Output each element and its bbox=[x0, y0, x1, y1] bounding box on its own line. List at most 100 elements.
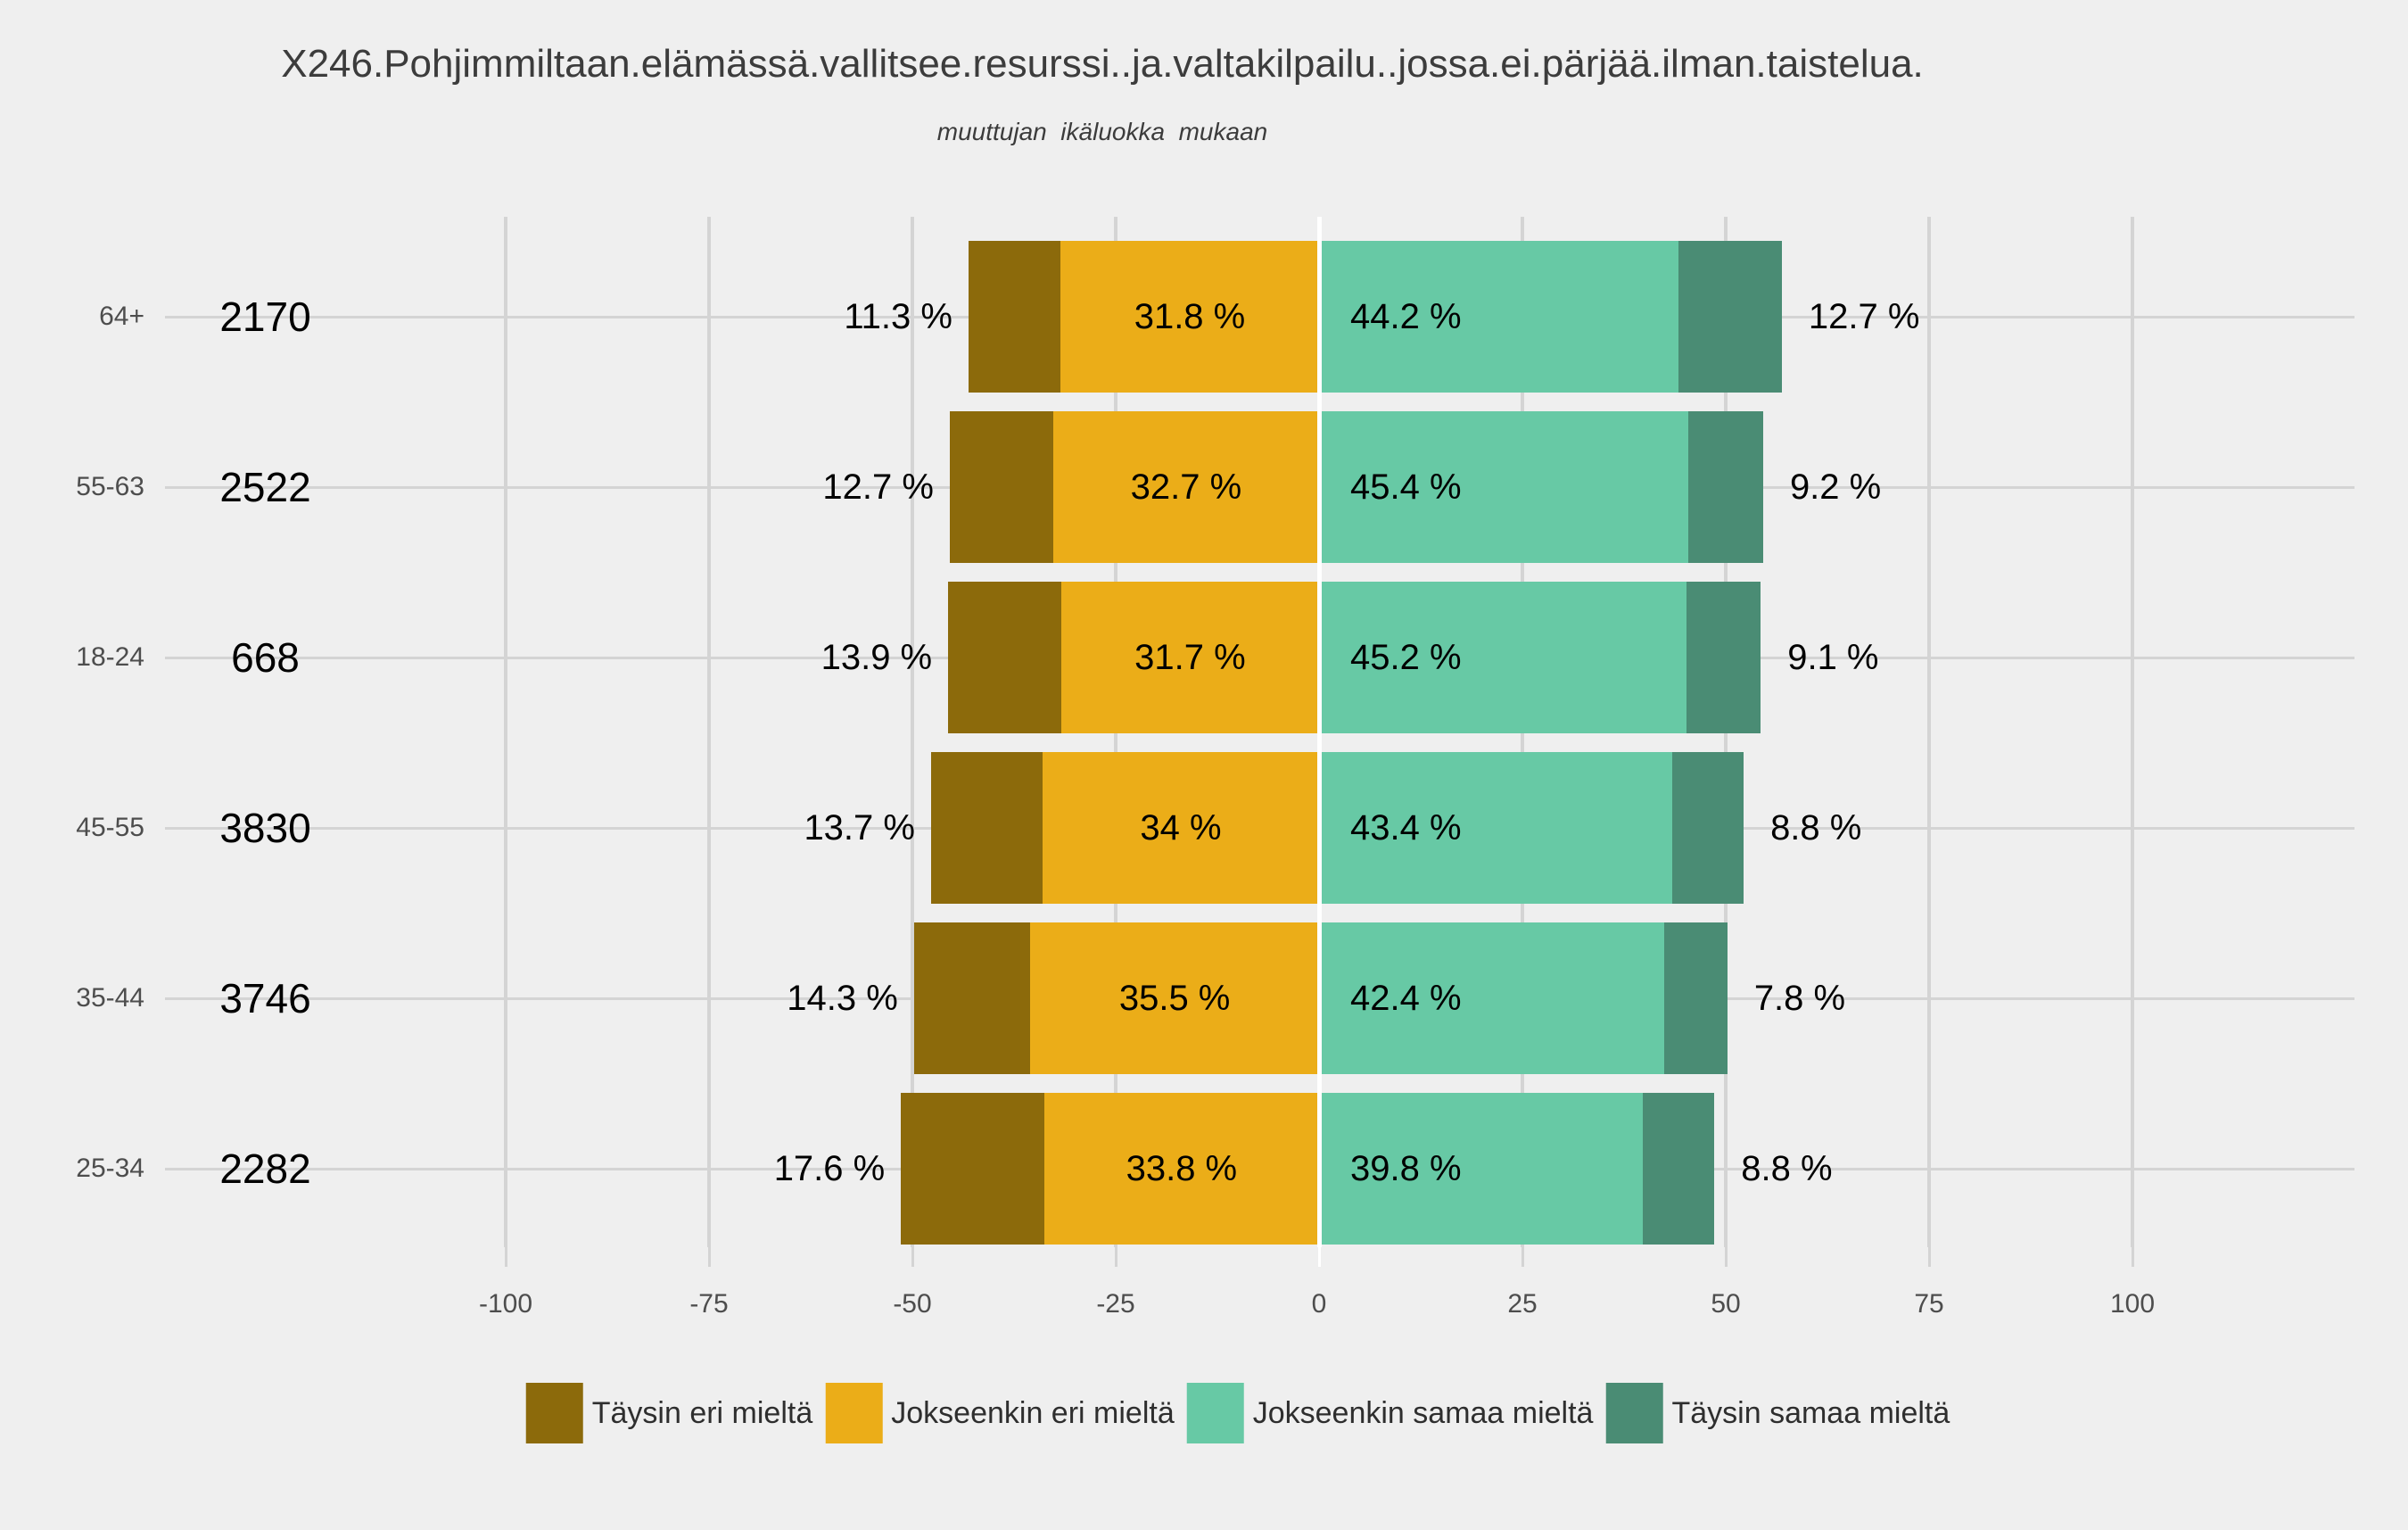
value-label-somewhat-disagree: 32.7 % bbox=[1130, 467, 1242, 507]
gridline-vertical bbox=[504, 217, 507, 1247]
value-label-somewhat-disagree: 35.5 % bbox=[1118, 979, 1231, 1018]
category-label: 45-55 bbox=[76, 813, 144, 842]
bar-segment-somewhat-disagree bbox=[1060, 241, 1319, 393]
bar-segment-somewhat-disagree bbox=[1042, 752, 1319, 904]
legend-label-strongly-disagree: Täysin eri mieltä bbox=[591, 1396, 813, 1430]
legend-swatch-strongly-agree bbox=[1605, 1383, 1663, 1443]
legend-swatch-somewhat-agree bbox=[1186, 1383, 1244, 1443]
legend-label-strongly-agree: Täysin samaa mieltä bbox=[1671, 1396, 1950, 1430]
bar-segment-strongly-agree bbox=[1688, 411, 1763, 563]
value-label-somewhat-agree: 42.4 % bbox=[1350, 979, 1462, 1018]
x-tick-mark bbox=[1927, 1247, 1931, 1267]
value-label-somewhat-disagree: 34 % bbox=[1140, 808, 1222, 848]
bar-segment-somewhat-agree bbox=[1319, 1093, 1643, 1245]
x-tick-mark bbox=[1114, 1247, 1117, 1267]
value-label-somewhat-agree: 44.2 % bbox=[1350, 297, 1462, 336]
legend-item-strongly-agree: Täysin samaa mieltä bbox=[1605, 1383, 1950, 1443]
bar-segment-somewhat-disagree bbox=[1030, 922, 1319, 1074]
x-tick-mark bbox=[2131, 1247, 2134, 1267]
x-tick-mark bbox=[1317, 1247, 1321, 1267]
gridline-vertical bbox=[911, 217, 914, 1247]
category-label: 18-24 bbox=[76, 642, 144, 672]
x-tick-label: -75 bbox=[689, 1289, 729, 1319]
bar-segment-somewhat-disagree bbox=[1060, 582, 1319, 733]
bar-segment-somewhat-disagree bbox=[1052, 411, 1319, 563]
category-label: 25-34 bbox=[76, 1154, 144, 1183]
value-label-strongly-disagree: 12.7 % bbox=[822, 467, 934, 507]
bar-segment-strongly-agree bbox=[1671, 752, 1744, 904]
legend-item-strongly-disagree: Täysin eri mieltä bbox=[525, 1383, 813, 1443]
gridline-vertical bbox=[707, 217, 711, 1247]
x-tick-label: 75 bbox=[1914, 1289, 1944, 1319]
bar-segment-strongly-agree bbox=[1686, 582, 1761, 733]
zero-gridline bbox=[1316, 217, 1322, 1247]
bar-segment-strongly-disagree bbox=[901, 1093, 1044, 1245]
bar-segment-strongly-disagree bbox=[949, 411, 1053, 563]
value-label-strongly-disagree: 14.3 % bbox=[787, 979, 898, 1018]
bar-segment-somewhat-agree bbox=[1319, 241, 1679, 393]
bar-segment-somewhat-agree bbox=[1319, 922, 1664, 1074]
value-label-strongly-disagree: 13.7 % bbox=[804, 808, 915, 848]
chart-subtitle: muuttujan ikäluokka mukaan bbox=[936, 118, 1268, 145]
x-tick-mark bbox=[911, 1247, 914, 1267]
x-tick-mark bbox=[1724, 1247, 1728, 1267]
bar-segment-strongly-disagree bbox=[948, 582, 1061, 733]
value-label-strongly-agree: 12.7 % bbox=[1808, 297, 1920, 336]
value-label-somewhat-disagree: 33.8 % bbox=[1126, 1149, 1238, 1188]
bar-segment-strongly-disagree bbox=[930, 752, 1043, 904]
value-label-strongly-disagree: 11.3 % bbox=[844, 297, 952, 336]
value-label-strongly-agree: 9.1 % bbox=[1787, 638, 1879, 677]
x-tick-label: 25 bbox=[1507, 1289, 1538, 1319]
x-tick-mark bbox=[1521, 1247, 1524, 1267]
value-label-strongly-agree: 8.8 % bbox=[1770, 808, 1862, 848]
category-label: 55-63 bbox=[76, 472, 144, 501]
x-tick-label: -100 bbox=[478, 1289, 533, 1319]
x-tick-label: 50 bbox=[1711, 1289, 1741, 1319]
bar-segment-somewhat-agree bbox=[1319, 752, 1672, 904]
legend-swatch-strongly-disagree bbox=[525, 1383, 583, 1443]
legend-item-somewhat-disagree: Jokseenkin eri mieltä bbox=[825, 1383, 1175, 1443]
value-label-somewhat-disagree: 31.7 % bbox=[1134, 638, 1246, 677]
value-label-strongly-agree: 7.8 % bbox=[1753, 979, 1846, 1018]
legend: Täysin eri mieltä Jokseenkin eri mieltä Jo… bbox=[525, 1383, 1950, 1443]
chart-title: X246.Pohjimmiltaan.elämässä.vallitsee.re… bbox=[281, 42, 1924, 86]
count-label: 2170 bbox=[219, 294, 311, 340]
x-tick-label: 100 bbox=[2109, 1289, 2156, 1319]
legend-item-somewhat-agree: Jokseenkin samaa mieltä bbox=[1186, 1383, 1594, 1443]
value-label-strongly-agree: 9.2 % bbox=[1789, 467, 1882, 507]
legend-label-somewhat-disagree: Jokseenkin eri mieltä bbox=[891, 1396, 1175, 1430]
value-label-somewhat-agree: 45.2 % bbox=[1350, 638, 1462, 677]
value-label-somewhat-agree: 39.8 % bbox=[1350, 1149, 1462, 1188]
bar-segment-strongly-agree bbox=[1663, 922, 1728, 1074]
category-label: 64+ bbox=[99, 302, 144, 331]
bar-segment-somewhat-agree bbox=[1319, 582, 1687, 733]
value-label-somewhat-disagree: 31.8 % bbox=[1134, 297, 1246, 336]
bar-segment-strongly-agree bbox=[1678, 241, 1782, 393]
category-label: 35-44 bbox=[76, 983, 144, 1013]
count-label: 2282 bbox=[219, 1145, 311, 1192]
value-label-strongly-disagree: 13.9 % bbox=[821, 638, 933, 677]
legend-swatch-somewhat-disagree bbox=[825, 1383, 883, 1443]
gridline-vertical bbox=[1927, 217, 1931, 1247]
bar-segment-strongly-disagree bbox=[968, 241, 1060, 393]
x-tick-mark bbox=[504, 1247, 507, 1267]
value-label-somewhat-agree: 45.4 % bbox=[1350, 467, 1462, 507]
bar-segment-somewhat-agree bbox=[1319, 411, 1689, 563]
x-tick-label: 0 bbox=[1311, 1289, 1327, 1319]
x-tick-label: -25 bbox=[1096, 1289, 1135, 1319]
count-label: 668 bbox=[231, 634, 300, 681]
count-label: 3746 bbox=[219, 975, 311, 1021]
x-tick-label: -50 bbox=[893, 1289, 932, 1319]
bar-segment-strongly-disagree bbox=[913, 922, 1031, 1074]
count-label: 2522 bbox=[219, 464, 311, 510]
x-tick-mark bbox=[707, 1247, 711, 1267]
legend-label-somewhat-agree: Jokseenkin samaa mieltä bbox=[1252, 1396, 1594, 1430]
bar-segment-strongly-agree bbox=[1642, 1093, 1715, 1245]
value-label-somewhat-agree: 43.4 % bbox=[1350, 808, 1462, 848]
value-label-strongly-disagree: 17.6 % bbox=[773, 1149, 886, 1188]
count-label: 3830 bbox=[219, 805, 311, 851]
gridline-vertical bbox=[2131, 217, 2134, 1247]
value-label-strongly-agree: 8.8 % bbox=[1741, 1149, 1833, 1188]
bar-segment-somewhat-disagree bbox=[1043, 1093, 1319, 1245]
